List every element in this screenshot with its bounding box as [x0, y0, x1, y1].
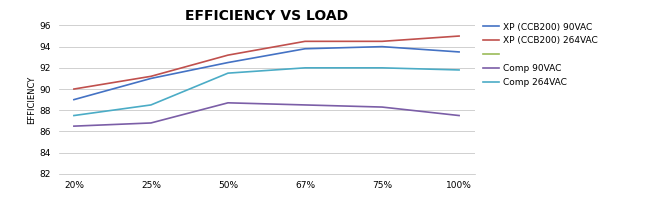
Y-axis label: EFFICIENCY: EFFICIENCY	[27, 75, 36, 124]
Title: EFFICIENCY VS LOAD: EFFICIENCY VS LOAD	[185, 9, 348, 23]
Legend: XP (CCB200) 90VAC, XP (CCB200) 264VAC, , Comp 90VAC, Comp 264VAC: XP (CCB200) 90VAC, XP (CCB200) 264VAC, ,…	[483, 22, 598, 87]
